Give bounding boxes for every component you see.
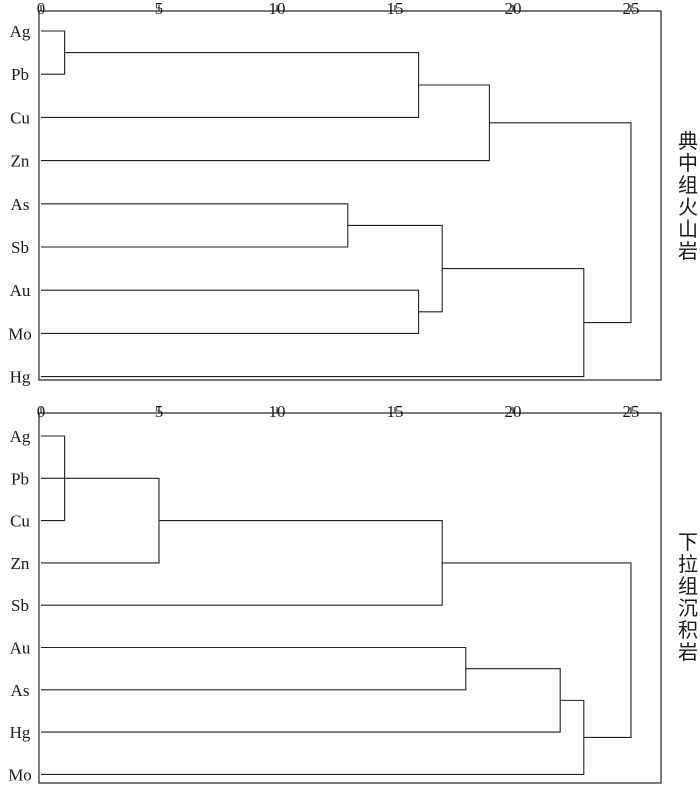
axis-tick-label: 15: [387, 0, 404, 18]
dendrogram-branch: [41, 668, 561, 733]
axis-tick-label: 25: [623, 0, 640, 18]
dendrogram-branch: [41, 268, 585, 378]
leaf-label: As: [11, 681, 30, 700]
leaf-label: Cu: [10, 108, 30, 127]
axis-tick-label: 5: [155, 402, 164, 421]
dendrogram-branch: [41, 84, 490, 162]
leaf-label: Zn: [11, 554, 30, 573]
leaf-label: As: [11, 195, 30, 214]
leaf-label: Cu: [10, 512, 30, 531]
dendrogram-branch: [41, 30, 66, 75]
leaf-label: Sb: [11, 596, 29, 615]
axis-tick-label: 5: [155, 0, 164, 18]
dendrogram-branch: [41, 289, 420, 334]
leaf-label: Sb: [11, 238, 29, 257]
leaf-label: Au: [10, 281, 31, 300]
leaf-label: Hg: [10, 723, 31, 742]
leaf-label: Ag: [10, 427, 31, 446]
axis-tick-label: 15: [387, 402, 404, 421]
leaf-label: Ag: [10, 22, 31, 41]
dendrogram-panel-sedimentary: 0 5 10 15 20 25 Ag Pb Cu Zn Sb Au As Hg Mo 下拉组沉积岩: [8, 402, 698, 784]
dendrogram-branch: [41, 646, 467, 691]
leaf-label: Pb: [11, 65, 29, 84]
plot-frame: [38, 10, 662, 381]
axis-tick-label: 0: [37, 402, 46, 421]
dendrogram-branch: [41, 52, 420, 118]
axis-tick-label: 0: [37, 0, 46, 18]
axis-tick-label: 20: [505, 402, 522, 421]
axis-tick-label: 10: [269, 0, 286, 18]
leaf-label: Mo: [8, 324, 32, 343]
leaf-label: Mo: [8, 765, 32, 784]
leaf-label: Hg: [10, 368, 31, 387]
axis-tick-label: 25: [623, 402, 640, 421]
plot-frame: [38, 412, 662, 784]
panel-side-title: 下拉组沉积岩: [678, 530, 698, 664]
leaf-label: Pb: [11, 469, 29, 488]
leaf-label: Zn: [11, 152, 30, 171]
dendrogram-branch: [489, 122, 632, 324]
axis-tick-label: 20: [505, 0, 522, 18]
panel-side-title: 典中组火山岩: [678, 129, 698, 263]
dendrogram-branch: [347, 224, 443, 313]
axis-tick-label: 10: [269, 402, 286, 421]
dendrogram-panel-volcanic: 0 5 10 15 20 25 Ag Pb Cu Zn As Sb Au Mo Hg 典中组火山岩: [8, 0, 698, 387]
dendrogram-branch: [442, 562, 632, 738]
dendrogram-branch: [41, 699, 585, 775]
leaf-label: Au: [10, 639, 31, 658]
dendrogram-branch: [41, 203, 349, 248]
